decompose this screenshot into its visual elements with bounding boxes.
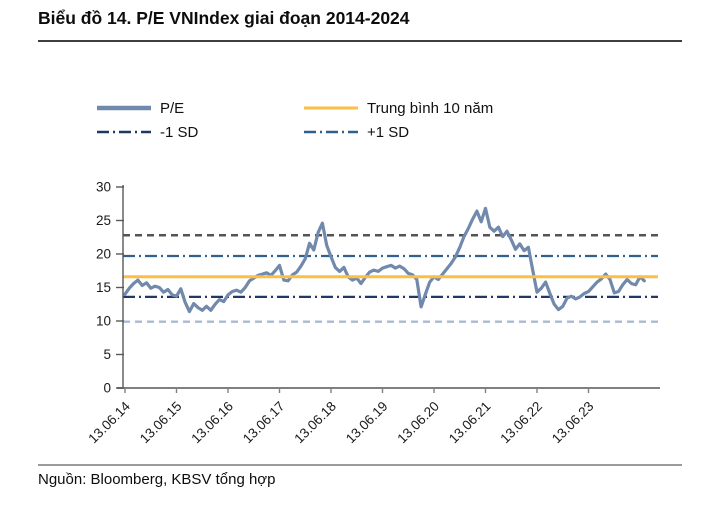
legend-label-pe: P/E bbox=[160, 99, 185, 117]
y-tick-label: 5 bbox=[103, 347, 111, 362]
footer-divider bbox=[38, 464, 682, 466]
legend-label-minus-1sd: -1 SD bbox=[160, 123, 199, 141]
x-tick-label: 13.06.19 bbox=[343, 399, 391, 447]
x-axis-ticks-labels: 13.06.14 13.06.15 13.06.16 13.06.17 13.06.18… bbox=[85, 388, 597, 447]
pe-line-swatch bbox=[97, 105, 151, 111]
y-tick-label: 30 bbox=[96, 180, 111, 195]
y-tick-label: 15 bbox=[96, 280, 111, 295]
title-underline bbox=[38, 40, 682, 42]
legend-label-mean-10y: Trung bình 10 năm bbox=[367, 99, 494, 117]
y-axis-ticks-labels: 0 5 10 15 20 25 30 bbox=[96, 180, 124, 396]
x-tick-label: 13.06.21 bbox=[446, 399, 494, 447]
pe-series-line bbox=[123, 206, 646, 314]
x-tick-label: 13.06.16 bbox=[188, 399, 236, 447]
y-tick-label: 20 bbox=[96, 247, 111, 262]
x-tick-label: 13.06.14 bbox=[85, 398, 133, 446]
legend-label-plus-1sd: +1 SD bbox=[367, 123, 410, 141]
x-tick-label: 13.06.23 bbox=[549, 399, 597, 447]
legend-item-plus-1sd: +1 SD bbox=[302, 123, 409, 141]
x-tick-label: 13.06.20 bbox=[394, 399, 442, 447]
x-tick-label: 13.06.17 bbox=[240, 399, 288, 447]
mean-line-swatch bbox=[304, 106, 358, 110]
y-tick-label: 10 bbox=[96, 314, 111, 329]
minus-1sd-line-swatch bbox=[97, 130, 151, 134]
page-title: Biểu đồ 14. P/E VNIndex giai đoạn 2014-2… bbox=[38, 8, 410, 28]
source-caption: Nguồn: Bloomberg, KBSV tổng hợp bbox=[38, 471, 276, 488]
x-tick-label: 13.06.15 bbox=[137, 399, 185, 447]
y-tick-label: 25 bbox=[96, 213, 111, 228]
x-tick-label: 13.06.18 bbox=[291, 399, 339, 447]
y-tick-label: 0 bbox=[103, 381, 111, 396]
axes bbox=[117, 185, 660, 389]
x-tick-label: 13.06.22 bbox=[497, 399, 545, 447]
legend-item-mean-10y: Trung bình 10 năm bbox=[302, 99, 493, 117]
plus-1sd-line-swatch bbox=[304, 130, 358, 134]
legend-item-pe: P/E bbox=[95, 99, 184, 117]
legend-item-minus-1sd: -1 SD bbox=[95, 123, 198, 141]
